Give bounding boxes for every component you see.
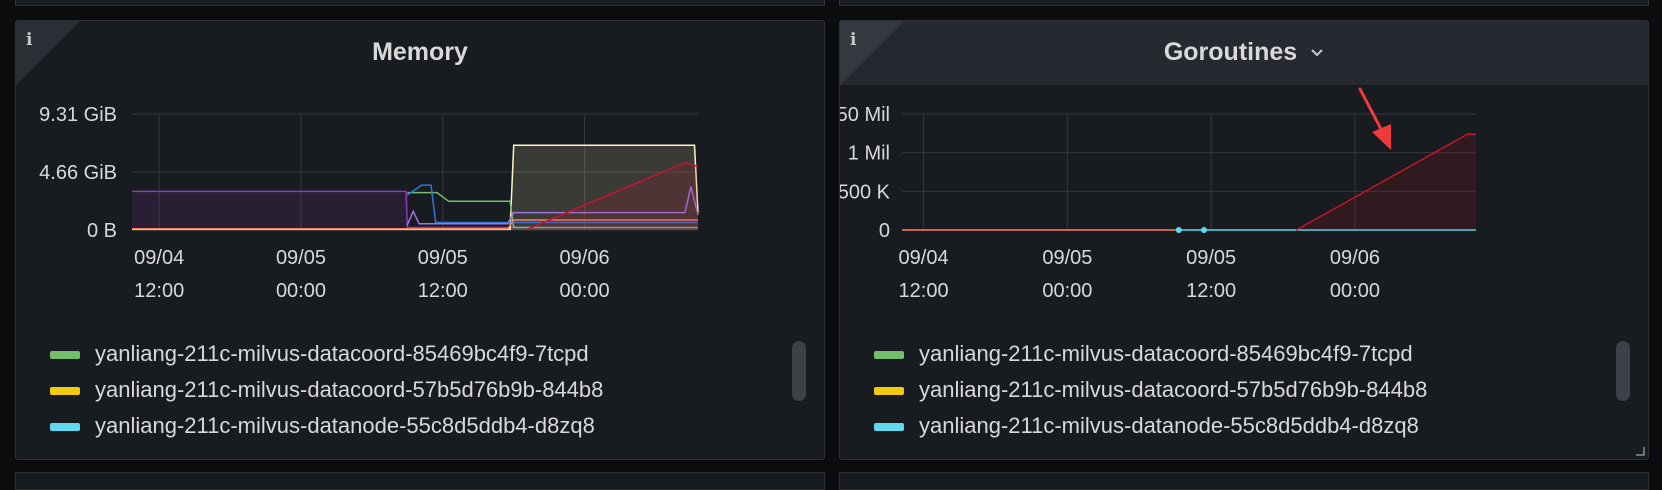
legend-label[interactable]: yanliang-211c-milvus-datanode-55c8d5ddb4… <box>919 413 1419 438</box>
resize-handle-icon[interactable] <box>1635 446 1645 456</box>
panel-title[interactable]: Goroutines <box>1163 38 1298 66</box>
legend-swatch <box>50 351 80 359</box>
goroutines-panel: i Goroutines 0 500 K 1 Mil 1.50 Mil 09/04 12:… <box>839 20 1649 460</box>
panel-below-left <box>15 472 825 490</box>
series-area <box>132 145 698 230</box>
x-tick-label-date: 09/05 <box>276 247 326 269</box>
info-icon[interactable]: i <box>26 30 33 50</box>
legend-label[interactable]: yanliang-211c-milvus-datacoord-57b5d76b9… <box>919 377 1428 402</box>
y-tick-label: 500 K <box>840 181 891 203</box>
y-tick-label: 1.50 Mil <box>840 104 890 126</box>
x-tick-label-time: 00:00 <box>560 280 610 302</box>
y-tick-label: 1 Mil <box>848 143 890 165</box>
series-line <box>1295 133 1476 231</box>
legend-label[interactable]: yanliang-211c-milvus-datanode-55c8d5ddb4… <box>95 413 595 438</box>
panel-info-corner[interactable] <box>16 21 80 85</box>
panel-above-right <box>839 0 1649 6</box>
series-area <box>132 191 698 230</box>
series-point <box>1200 227 1207 233</box>
panel-above-left <box>15 0 825 6</box>
legend-scrollbar[interactable] <box>792 341 806 401</box>
x-tick-label-date: 09/05 <box>1042 247 1092 269</box>
series-line <box>525 161 699 231</box>
memory-chart[interactable]: 0 B 4.66 GiB 9.31 GiB 09/04 12:00 09/05 00:00 0… <box>16 21 824 341</box>
y-tick-label: 0 B <box>87 220 117 242</box>
legend-swatch <box>874 351 904 359</box>
x-tick-label-date: 09/06 <box>560 247 610 269</box>
legend-swatch <box>874 387 904 395</box>
series-point <box>1175 227 1182 233</box>
legend-scrollbar[interactable] <box>1616 341 1630 401</box>
x-tick-label-date: 09/04 <box>134 247 184 269</box>
panel-header[interactable]: i Goroutines <box>840 21 1648 85</box>
y-tick-label: 4.66 GiB <box>39 162 117 184</box>
x-tick-label-time: 12:00 <box>418 280 468 302</box>
series-line <box>406 186 699 226</box>
panel-title[interactable]: Memory <box>372 38 468 66</box>
series-line <box>132 219 698 230</box>
series-line <box>406 184 698 224</box>
info-icon[interactable]: i <box>850 30 857 50</box>
y-tick-label: 0 <box>879 220 890 242</box>
legend-swatch <box>50 423 80 431</box>
x-tick-label-time: 12:00 <box>1186 280 1236 302</box>
x-tick-label-date: 09/05 <box>1186 247 1236 269</box>
x-tick-label-time: 12:00 <box>134 280 184 302</box>
x-tick-label-time: 00:00 <box>276 280 326 302</box>
legend-label[interactable]: yanliang-211c-milvus-datacoord-85469bc4f… <box>95 341 589 366</box>
x-tick-label-date: 09/04 <box>899 247 949 269</box>
chevron-down-icon[interactable] <box>1310 48 1324 58</box>
annotation-arrow <box>1358 87 1391 150</box>
x-tick-label-time: 12:00 <box>899 280 949 302</box>
legend-swatch <box>50 387 80 395</box>
series-area <box>525 162 698 230</box>
y-tick-label: 9.31 GiB <box>39 104 117 126</box>
legend-label[interactable]: yanliang-211c-milvus-datacoord-57b5d76b9… <box>95 377 604 402</box>
x-tick-label-time: 00:00 <box>1042 280 1092 302</box>
panel-header[interactable]: i Memory <box>16 21 824 85</box>
legend-label[interactable]: yanliang-211c-milvus-datacoord-85469bc4f… <box>919 341 1413 366</box>
x-tick-label-time: 00:00 <box>1330 280 1380 302</box>
memory-panel: i Memory 0 B 4.66 GiB 9.31 GiB 09/04 12:00 09… <box>15 20 825 460</box>
panel-info-corner[interactable] <box>840 21 904 85</box>
legend-swatch <box>874 423 904 431</box>
x-tick-label-date: 09/06 <box>1330 247 1380 269</box>
goroutines-chart[interactable]: 0 500 K 1 Mil 1.50 Mil 09/04 12:00 09/05 00:00 0… <box>840 21 1648 341</box>
series-area <box>1296 134 1476 230</box>
panel-below-right <box>839 472 1649 490</box>
x-tick-label-date: 09/05 <box>418 247 468 269</box>
